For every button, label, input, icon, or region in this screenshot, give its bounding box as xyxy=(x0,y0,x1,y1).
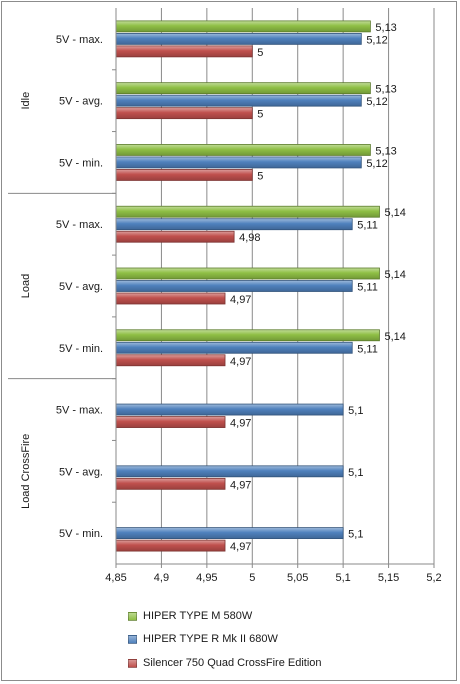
bar xyxy=(115,341,353,354)
legend-swatch xyxy=(128,634,137,644)
bar xyxy=(115,329,380,342)
bar xyxy=(115,354,226,367)
data-label: 5,14 xyxy=(384,269,405,281)
category-label: 5V - min. xyxy=(59,343,103,355)
bar xyxy=(115,94,362,107)
data-label: 4,98 xyxy=(239,232,260,244)
x-tick-label: 5 xyxy=(249,572,255,584)
bar xyxy=(115,416,226,428)
legend-swatch xyxy=(128,658,137,668)
bar xyxy=(115,539,226,552)
group-label: Load xyxy=(20,274,32,298)
bar xyxy=(115,205,380,218)
data-label: 5,12 xyxy=(366,96,387,108)
x-tick-label: 4,85 xyxy=(105,572,126,584)
group-label: Load CrossFire xyxy=(20,434,32,509)
category-label: 5V - max. xyxy=(56,405,103,417)
bar xyxy=(115,477,226,490)
group-label: Idle xyxy=(20,92,32,110)
data-label: 5,14 xyxy=(384,331,405,343)
legend-item: HIPER TYPE R Mk II 680W xyxy=(128,631,278,647)
bar xyxy=(115,267,380,280)
legend-label: HIPER TYPE R Mk II 680W xyxy=(143,633,278,645)
data-label: 4,97 xyxy=(230,541,251,553)
legend-item: HIPER TYPE M 580W xyxy=(128,608,252,624)
data-label: 4,97 xyxy=(230,294,251,306)
legend-label: Silencer 750 Quad CrossFire Edition xyxy=(143,657,322,669)
data-label: 4,97 xyxy=(230,418,251,430)
bar xyxy=(115,465,344,478)
x-tick-label: 5,05 xyxy=(287,572,308,584)
data-label: 5 xyxy=(257,47,263,59)
category-label: 5V - min. xyxy=(59,528,103,540)
bar xyxy=(115,156,362,169)
data-label: 5,1 xyxy=(348,529,363,541)
bar xyxy=(115,230,235,243)
category-label: 5V - min. xyxy=(59,157,103,169)
data-label: 5,12 xyxy=(366,158,387,170)
bar xyxy=(115,403,344,416)
data-label: 5,1 xyxy=(348,405,363,417)
legend-item: Silencer 750 Quad CrossFire Edition xyxy=(128,655,322,671)
data-label: 5,12 xyxy=(366,34,387,46)
bar xyxy=(115,107,253,120)
bar xyxy=(115,280,353,292)
x-tick-label: 5,2 xyxy=(426,572,441,584)
bar xyxy=(115,45,253,58)
data-label: 5,1 xyxy=(348,467,363,479)
data-label: 5 xyxy=(257,109,263,121)
data-label: 5,14 xyxy=(384,207,405,219)
bar xyxy=(115,292,226,305)
x-tick-label: 5,1 xyxy=(335,572,350,584)
category-label: 5V - max. xyxy=(56,34,103,46)
data-label: 4,97 xyxy=(230,479,251,491)
category-label: 5V - max. xyxy=(56,219,103,231)
data-label: 5,11 xyxy=(357,343,378,355)
data-label: 5,13 xyxy=(375,22,396,34)
x-tick-label: 4,9 xyxy=(154,572,169,584)
bar xyxy=(115,218,353,231)
category-label: 5V - avg. xyxy=(59,466,103,478)
category-label: 5V - avg. xyxy=(59,96,103,108)
bar xyxy=(115,82,371,95)
bar xyxy=(115,32,362,45)
data-label: 5 xyxy=(257,170,263,182)
legend-label: HIPER TYPE M 580W xyxy=(143,610,253,622)
bar xyxy=(115,527,344,540)
x-tick-label: 5,15 xyxy=(378,572,399,584)
data-label: 5,11 xyxy=(357,282,378,294)
category-label: 5V - avg. xyxy=(59,281,103,293)
bar xyxy=(115,169,253,181)
bar xyxy=(115,20,371,33)
data-label: 5,13 xyxy=(375,84,396,96)
data-label: 5,11 xyxy=(357,220,378,232)
data-label: 5,13 xyxy=(375,145,396,157)
x-tick-label: 4,95 xyxy=(196,572,217,584)
bar xyxy=(115,144,371,156)
data-label: 4,97 xyxy=(230,356,251,368)
legend-swatch xyxy=(128,611,137,621)
